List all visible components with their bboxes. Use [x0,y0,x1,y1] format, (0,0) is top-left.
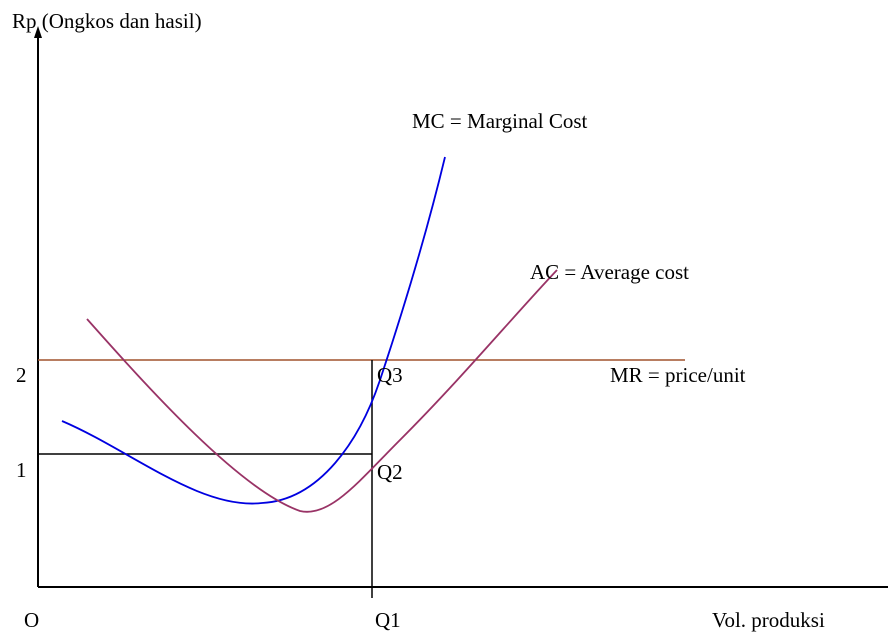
mc-curve [61,156,446,505]
y-tick-label: 1 [16,458,27,482]
origin-label: O [24,608,39,632]
mr-label: MR = price/unit [610,363,746,387]
mc-label: MC = Marginal Cost [412,109,588,133]
y-axis-label: Rp (Ongkos dan hasil) [12,9,202,33]
point-label: Q3 [377,363,403,387]
y-axis-arrow [34,26,42,38]
x-axis-label: Vol. produksi [712,608,825,632]
y-tick-label: 2 [16,363,27,387]
point-label: Q2 [377,460,403,484]
ac-curve [86,269,558,513]
x-tick-label: Q1 [375,608,401,632]
ac-label: AC = Average cost [530,260,689,284]
